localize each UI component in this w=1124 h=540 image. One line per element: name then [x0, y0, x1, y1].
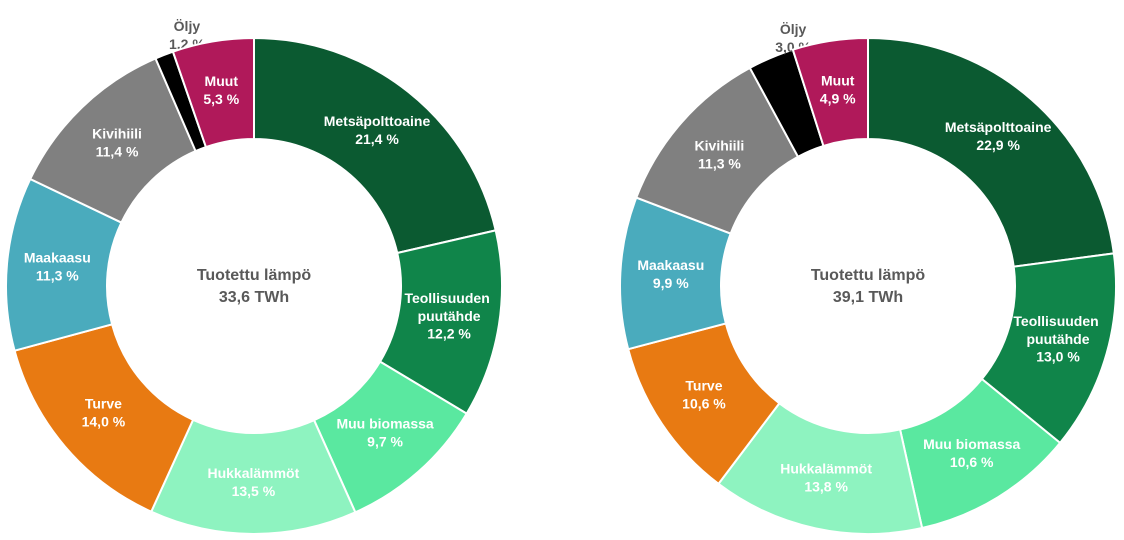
- slice-label: Hukkalämmöt: [207, 465, 299, 481]
- slice-label: Muu biomassa: [923, 436, 1020, 452]
- slice-value-label: 12,2 %: [427, 326, 471, 342]
- slice: [791, 36, 869, 148]
- slice-value-label: 13,8 %: [804, 479, 848, 495]
- slice: [253, 36, 497, 255]
- slice-label: Kivihiili: [92, 125, 142, 141]
- slice-value-label: 4,9 %: [820, 91, 856, 107]
- slice-value-label: 9,7 %: [367, 433, 403, 449]
- slice-value-label: 11,4 %: [96, 143, 139, 159]
- slice-value-label: 10,6 %: [950, 454, 994, 470]
- slice-value-label: 11,3 %: [36, 268, 79, 284]
- center-title: Tuotettu lämpö: [197, 267, 312, 284]
- slice-label: Maakaasu: [24, 250, 91, 266]
- slice-label-line: Teollisuuden: [404, 290, 493, 306]
- slice-label: Metsäpolttoaine: [324, 113, 431, 129]
- slice-value-label: 13,5 %: [232, 483, 276, 499]
- slice-label: Turve: [685, 378, 722, 394]
- slice-label-line: puutähde: [418, 308, 481, 324]
- slice: [171, 36, 255, 149]
- slice-label: Teollisuuden puutähde: [404, 290, 493, 324]
- slice-label: Teollisuuden puutähde: [1013, 313, 1102, 347]
- slice-value-label: 10,6 %: [682, 396, 726, 412]
- slice-label: Muu biomassa: [336, 415, 433, 431]
- slice-label: Muut: [821, 73, 855, 89]
- slice-label-line: Teollisuuden: [1013, 313, 1102, 329]
- slice-label-line: puutähde: [1027, 331, 1090, 347]
- slice: [867, 36, 1115, 268]
- slice-value-label: 21,4 %: [355, 131, 399, 147]
- slice-label: Kivihiili: [695, 138, 745, 154]
- slice-label: Maakaasu: [637, 257, 704, 273]
- slice-label: Turve: [85, 395, 122, 411]
- slice-label: Öljy: [174, 18, 201, 34]
- center-total: 33,6 TWh: [219, 289, 289, 306]
- slice-value-label: 11,3 %: [698, 156, 741, 172]
- center-title: Tuotettu lämpö: [811, 267, 926, 284]
- slice-value-label: 14,0 %: [82, 413, 126, 429]
- slice-label: Muut: [205, 73, 239, 89]
- slice-value-label: 5,3 %: [203, 91, 239, 107]
- slice-label: Hukkalämmöt: [780, 461, 872, 477]
- slice-value-label: 13,0 %: [1036, 349, 1080, 365]
- slice-value-label: 22,9 %: [976, 137, 1020, 153]
- slice-label: Metsäpolttoaine: [945, 119, 1052, 135]
- slice-label: Öljy: [780, 21, 807, 37]
- slice-value-label: 9,9 %: [653, 275, 689, 291]
- center-total: 39,1 TWh: [833, 289, 903, 306]
